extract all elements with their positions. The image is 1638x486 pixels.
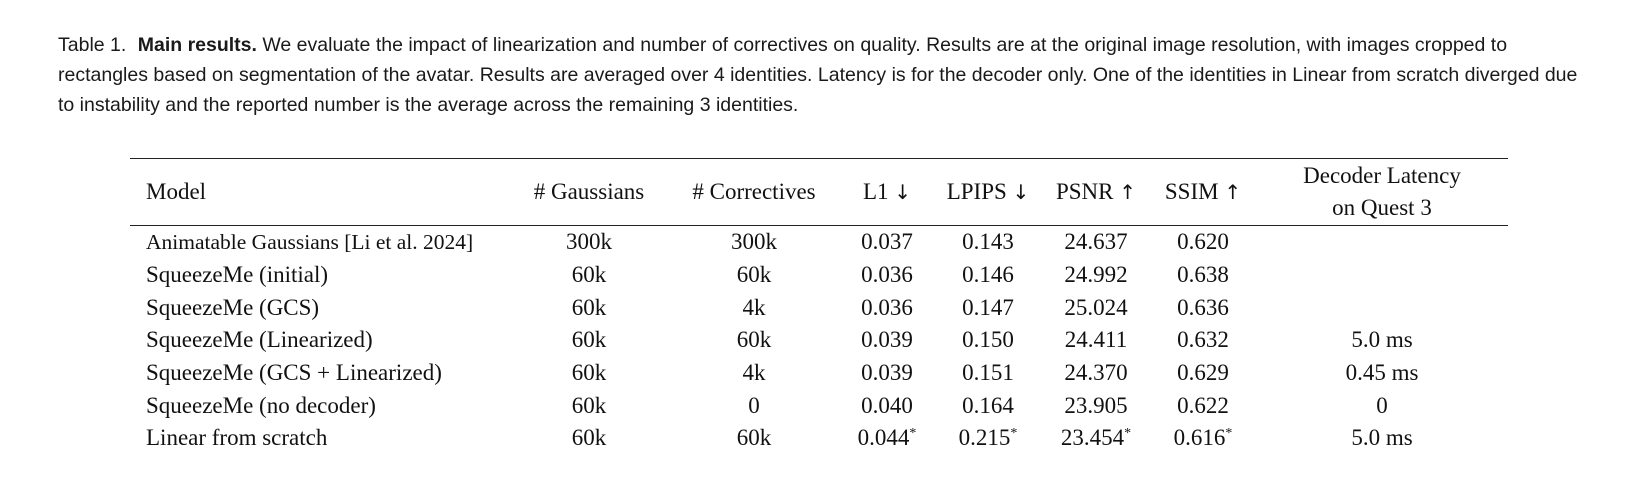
cell-correctives: 60k [736, 327, 772, 353]
cell-lpips: 0.151 [962, 360, 1014, 386]
cell-l1: 0.039 [861, 360, 913, 386]
cell-lpips: 0.150 [962, 327, 1014, 353]
cell-psnr: 23.454* [1042, 422, 1150, 455]
cell-latency: 5.0 ms [1351, 425, 1413, 451]
header-lpips-label: LPIPS [946, 179, 1007, 204]
table-header-row: Model # Gaussians # Correctives L1 ↓ LPI… [130, 158, 1508, 226]
cell-lpips: 0.147 [962, 294, 1014, 320]
cell-model: SqueezeMe (GCS) [146, 294, 320, 320]
table-row: Animatable Gaussians [Li et al. 2024] 30… [130, 226, 1508, 259]
header-l1: L1 ↓ [840, 159, 934, 226]
header-latency-line2: on Quest 3 [1332, 195, 1432, 220]
cell-ssim: 0.622 [1177, 392, 1229, 418]
cell-model: SqueezeMe (no decoder) [146, 392, 376, 418]
cell-ssim: 0.620 [1177, 229, 1229, 255]
table-row: SqueezeMe (GCS + Linearized) 60k 4k 0.03… [130, 357, 1508, 390]
cell-psnr: 25.024 [1064, 294, 1128, 320]
cell-gaussians: 300k [566, 229, 612, 255]
cell-gaussians: 60k [571, 392, 607, 418]
table-row: SqueezeMe (GCS) 60k 4k 0.036 0.147 25.02… [130, 291, 1508, 324]
cell-ssim: 0.629 [1177, 360, 1229, 386]
header-ssim-label: SSIM [1164, 179, 1219, 204]
cell-correctives: 4k [742, 360, 766, 386]
cell-l1: 0.037 [861, 229, 913, 255]
cell-model: Animatable Gaussians [Li et al. 2024] [146, 230, 474, 255]
results-table-container: Model # Gaussians # Correctives L1 ↓ LPI… [130, 158, 1508, 455]
cell-lpips: 0.164 [962, 392, 1014, 418]
cell-latency [1256, 291, 1508, 324]
table-row: Linear from scratch 60k 60k 0.044* 0.215… [130, 422, 1508, 455]
down-arrow-icon: ↓ [1012, 180, 1030, 204]
header-latency: Decoder Latency on Quest 3 [1256, 159, 1508, 226]
header-gaussians: # Gaussians [533, 179, 645, 204]
header-ssim: SSIM ↑ [1150, 159, 1256, 226]
cell-ssim: 0.638 [1177, 262, 1229, 288]
cell-latency: 0 [1376, 392, 1388, 418]
cell-gaussians: 60k [571, 327, 607, 353]
cell-lpips: 0.146 [962, 262, 1014, 288]
header-psnr-label: PSNR [1055, 179, 1114, 204]
caption-bold-lead: Main results. [137, 34, 257, 56]
cell-psnr-value: 23.454 [1060, 425, 1125, 451]
cell-latency [1256, 259, 1508, 292]
cell-l1: 0.036 [861, 294, 913, 320]
asterisk-mark: * [909, 426, 917, 442]
cell-ssim: 0.636 [1177, 294, 1229, 320]
cell-gaussians: 60k [571, 262, 607, 288]
caption-text: We evaluate the impact of linearization … [58, 34, 1578, 116]
cell-latency: 5.0 ms [1351, 327, 1413, 353]
header-psnr: PSNR ↑ [1042, 159, 1150, 226]
cell-correctives: 300k [731, 229, 777, 255]
cell-gaussians: 60k [571, 294, 607, 320]
cell-ssim: 0.632 [1177, 327, 1229, 353]
header-correctives: # Correctives [692, 179, 816, 204]
cell-lpips: 0.215* [934, 422, 1042, 455]
cell-psnr: 24.370 [1064, 360, 1128, 386]
results-table: Model # Gaussians # Correctives L1 ↓ LPI… [130, 158, 1508, 455]
cell-correctives: 0 [748, 392, 760, 418]
cell-correctives: 4k [742, 294, 766, 320]
table-row: SqueezeMe (Linearized) 60k 60k 0.039 0.1… [130, 324, 1508, 357]
cell-l1: 0.039 [861, 327, 913, 353]
cell-ssim: 0.616* [1150, 422, 1256, 455]
header-l1-label: L1 [862, 179, 889, 204]
cell-latency: 0.45 ms [1345, 360, 1419, 386]
cell-l1-value: 0.044 [857, 425, 910, 451]
cell-l1: 0.044* [840, 422, 934, 455]
cell-model: SqueezeMe (GCS + Linearized) [146, 360, 442, 386]
header-lpips: LPIPS ↓ [934, 159, 1042, 226]
asterisk-mark: * [1225, 426, 1233, 442]
table-row: SqueezeMe (no decoder) 60k 0 0.040 0.164… [130, 389, 1508, 422]
table-caption: Table 1. Main results. We evaluate the i… [58, 30, 1598, 120]
cell-l1: 0.036 [861, 262, 913, 288]
cell-psnr: 24.637 [1064, 229, 1128, 255]
up-arrow-icon: ↑ [1224, 180, 1242, 204]
header-model: Model [146, 179, 207, 204]
cell-gaussians: 60k [571, 360, 607, 386]
cell-model: Linear from scratch [146, 425, 328, 451]
cell-correctives: 60k [736, 425, 772, 451]
cell-model: SqueezeMe (Linearized) [146, 327, 373, 353]
asterisk-mark: * [1124, 426, 1132, 442]
caption-label: Table 1. [58, 34, 127, 56]
cell-model: SqueezeMe (initial) [146, 262, 329, 288]
cell-correctives: 60k [736, 262, 772, 288]
up-arrow-icon: ↑ [1119, 180, 1137, 204]
table-row: SqueezeMe (initial) 60k 60k 0.036 0.146 … [130, 259, 1508, 292]
asterisk-mark: * [1010, 426, 1018, 442]
cell-lpips: 0.143 [962, 229, 1014, 255]
cell-gaussians: 60k [571, 425, 607, 451]
cell-latency [1256, 226, 1508, 259]
cell-ssim-value: 0.616 [1173, 425, 1226, 451]
cell-psnr: 24.992 [1064, 262, 1128, 288]
cell-lpips-value: 0.215 [958, 425, 1011, 451]
header-latency-line1: Decoder Latency [1303, 163, 1461, 188]
cell-psnr: 23.905 [1064, 392, 1128, 418]
down-arrow-icon: ↓ [894, 180, 912, 204]
cell-l1: 0.040 [861, 392, 913, 418]
cell-psnr: 24.411 [1064, 327, 1128, 353]
